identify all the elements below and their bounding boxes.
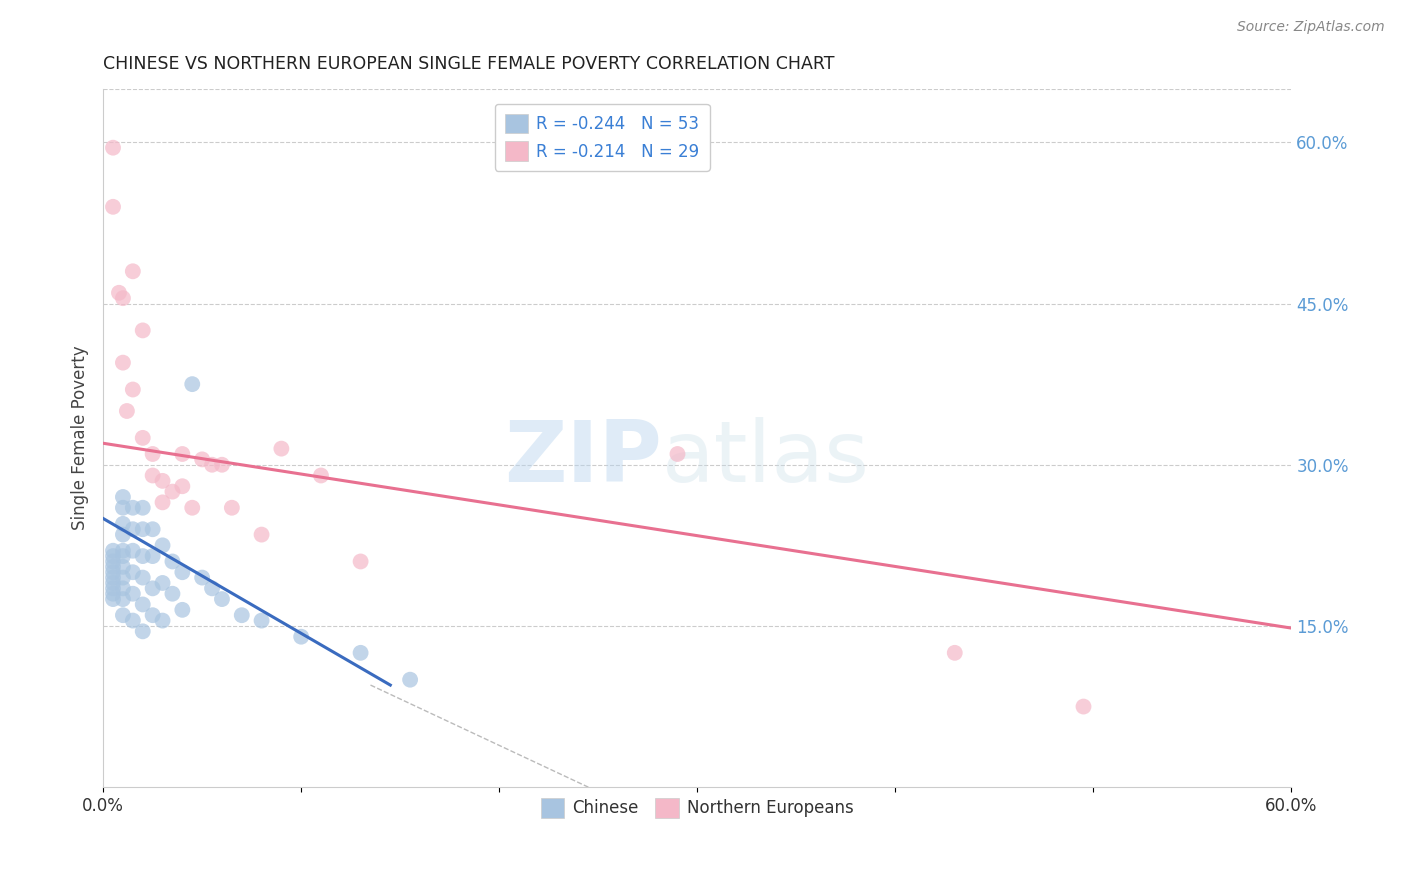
- Point: [115, 404, 138, 418]
- Point: [172, 447, 194, 461]
- Point: [111, 516, 134, 531]
- Point: [111, 549, 134, 563]
- Point: [231, 608, 253, 623]
- Point: [201, 582, 224, 596]
- Point: [162, 587, 184, 601]
- Point: [349, 646, 371, 660]
- Point: [101, 592, 124, 607]
- Point: [221, 500, 243, 515]
- Point: [142, 468, 165, 483]
- Y-axis label: Single Female Poverty: Single Female Poverty: [72, 345, 89, 530]
- Point: [111, 571, 134, 585]
- Point: [943, 646, 966, 660]
- Point: [172, 479, 194, 493]
- Point: [111, 543, 134, 558]
- Point: [211, 458, 233, 472]
- Point: [101, 559, 124, 574]
- Point: [101, 582, 124, 596]
- Point: [142, 608, 165, 623]
- Text: atlas: atlas: [662, 417, 870, 500]
- Point: [101, 576, 124, 591]
- Point: [101, 554, 124, 568]
- Text: CHINESE VS NORTHERN EUROPEAN SINGLE FEMALE POVERTY CORRELATION CHART: CHINESE VS NORTHERN EUROPEAN SINGLE FEMA…: [103, 55, 835, 73]
- Point: [121, 587, 143, 601]
- Point: [309, 468, 332, 483]
- Point: [101, 200, 124, 214]
- Point: [121, 614, 143, 628]
- Text: ZIP: ZIP: [503, 417, 662, 500]
- Point: [152, 576, 174, 591]
- Point: [132, 522, 155, 536]
- Point: [111, 291, 134, 305]
- Point: [142, 522, 165, 536]
- Point: [111, 608, 134, 623]
- Point: [142, 549, 165, 563]
- Point: [162, 484, 184, 499]
- Point: [399, 673, 422, 687]
- Point: [1073, 699, 1095, 714]
- Point: [211, 592, 233, 607]
- Legend: Chinese, Northern Europeans: Chinese, Northern Europeans: [534, 792, 860, 824]
- Point: [121, 522, 143, 536]
- Point: [172, 566, 194, 580]
- Point: [108, 285, 131, 300]
- Point: [101, 587, 124, 601]
- Point: [132, 323, 155, 337]
- Point: [181, 377, 204, 392]
- Point: [191, 452, 214, 467]
- Point: [101, 543, 124, 558]
- Point: [349, 554, 371, 568]
- Point: [121, 500, 143, 515]
- Point: [101, 549, 124, 563]
- Point: [152, 474, 174, 488]
- Point: [111, 592, 134, 607]
- Point: [162, 554, 184, 568]
- Point: [250, 614, 273, 628]
- Point: [121, 383, 143, 397]
- Point: [111, 356, 134, 370]
- Point: [250, 527, 273, 541]
- Point: [142, 582, 165, 596]
- Point: [181, 500, 204, 515]
- Point: [142, 447, 165, 461]
- Point: [101, 566, 124, 580]
- Point: [132, 571, 155, 585]
- Point: [111, 527, 134, 541]
- Point: [270, 442, 292, 456]
- Text: Source: ZipAtlas.com: Source: ZipAtlas.com: [1237, 20, 1385, 34]
- Point: [111, 559, 134, 574]
- Point: [132, 624, 155, 639]
- Point: [152, 495, 174, 509]
- Point: [152, 614, 174, 628]
- Point: [121, 566, 143, 580]
- Point: [101, 141, 124, 155]
- Point: [132, 500, 155, 515]
- Point: [132, 431, 155, 445]
- Point: [191, 571, 214, 585]
- Point: [132, 598, 155, 612]
- Point: [111, 582, 134, 596]
- Point: [101, 571, 124, 585]
- Point: [121, 543, 143, 558]
- Point: [666, 447, 689, 461]
- Point: [121, 264, 143, 278]
- Point: [132, 549, 155, 563]
- Point: [152, 538, 174, 552]
- Point: [201, 458, 224, 472]
- Point: [111, 490, 134, 504]
- Point: [111, 500, 134, 515]
- Point: [172, 603, 194, 617]
- Point: [290, 630, 312, 644]
